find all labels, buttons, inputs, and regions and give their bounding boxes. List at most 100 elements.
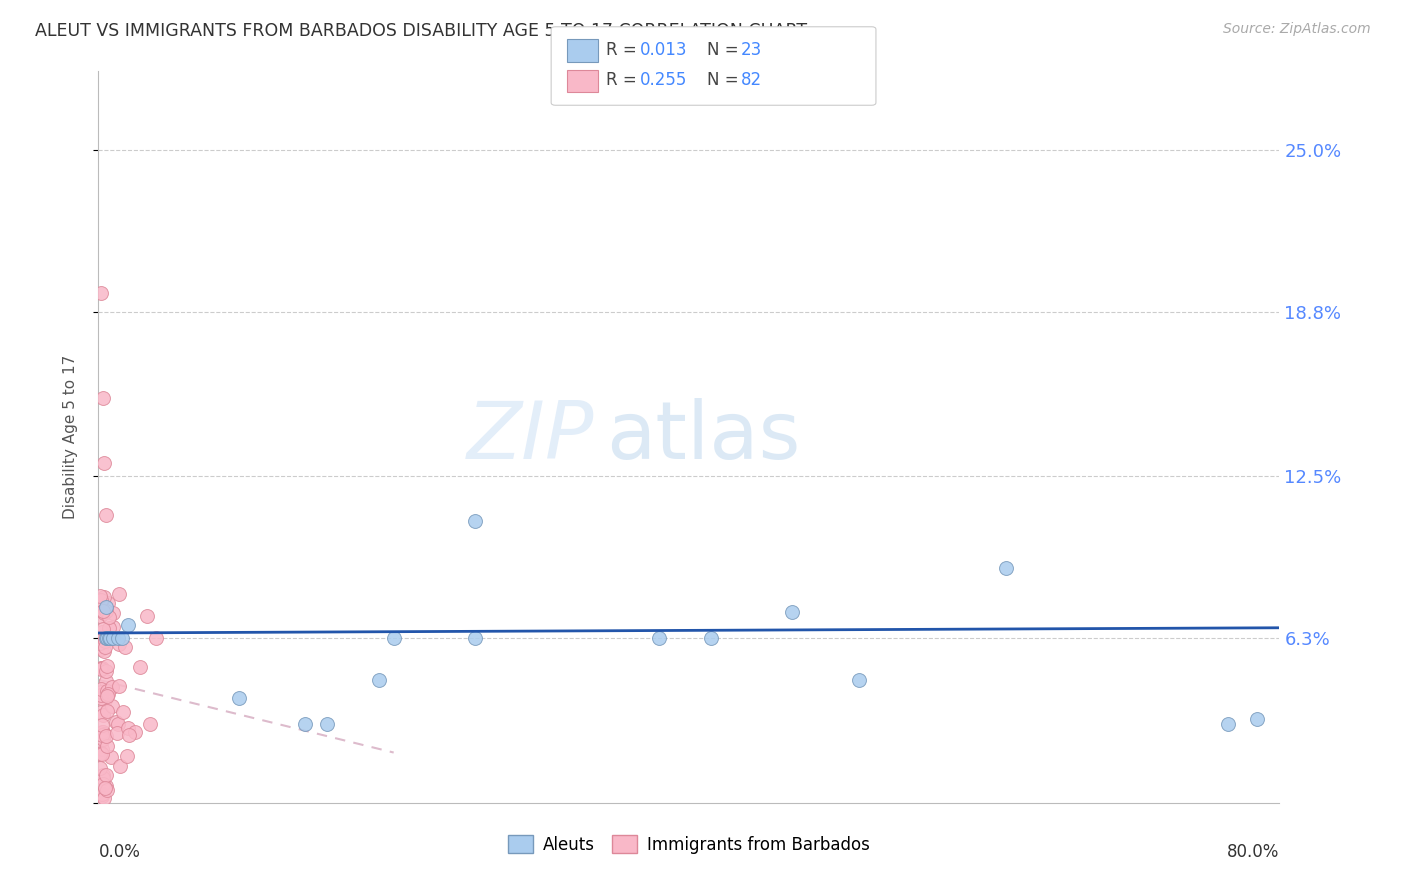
Point [96,689,118,703]
Point [91,724,114,739]
Point [96,658,118,673]
Text: 0.013: 0.013 [640,41,688,59]
Point [94,508,117,523]
Point [90,661,112,675]
Point [93,727,115,741]
Point [129,660,152,674]
Point [848,673,870,687]
Point [91,604,114,618]
Point [91,771,114,785]
Point [94,631,117,645]
Point [90,691,112,706]
Point [114,640,136,655]
Point [91,787,114,801]
Point [89,747,111,761]
Point [93,725,115,739]
Point [91,624,114,639]
Text: 0.0%: 0.0% [98,843,141,861]
Point [93,456,115,470]
Text: ALEUT VS IMMIGRANTS FROM BARBADOS DISABILITY AGE 5 TO 17 CORRELATION CHART: ALEUT VS IMMIGRANTS FROM BARBADOS DISABI… [35,22,807,40]
Point [98,621,121,635]
Point [94,599,117,614]
Point [101,620,124,634]
Point [90,661,112,675]
Point [93,768,115,782]
Point [228,691,250,706]
Point [117,618,139,632]
Point [93,643,115,657]
Point [89,761,111,775]
Point [108,679,131,693]
Point [94,632,117,646]
Text: ZIP: ZIP [467,398,595,476]
Point [90,728,112,742]
Text: N =: N = [707,71,744,89]
Point [94,779,117,793]
Point [108,587,131,601]
Text: 82: 82 [741,71,762,89]
Point [107,632,129,646]
Point [91,777,114,791]
Point [93,732,115,747]
Point [90,789,112,803]
Point [1216,717,1239,731]
Point [97,596,120,610]
Text: 23: 23 [741,41,762,59]
Point [96,704,118,718]
Point [93,634,115,648]
Point [93,640,115,654]
Point [316,717,339,731]
Text: Source: ZipAtlas.com: Source: ZipAtlas.com [1223,22,1371,37]
Point [648,632,671,646]
Point [94,665,117,679]
Point [90,662,112,676]
Point [94,604,117,618]
Text: R =: R = [606,71,643,89]
Point [90,642,112,657]
Point [1246,712,1268,726]
Point [118,728,141,742]
Point [94,781,117,796]
Point [100,750,122,764]
Point [94,729,117,743]
Point [101,606,124,620]
Point [108,758,131,772]
Point [90,705,112,719]
Text: 80.0%: 80.0% [1227,843,1279,861]
Point [294,717,316,731]
Point [96,632,118,646]
Point [117,721,139,735]
Point [108,637,131,651]
Point [90,681,112,696]
Point [89,589,111,603]
Point [90,688,112,702]
Point [90,747,112,761]
Point [995,560,1018,574]
Point [124,725,146,739]
Point [117,749,139,764]
Point [782,605,804,619]
Point [101,698,124,713]
Point [93,727,115,741]
Point [91,741,114,756]
Point [145,631,167,645]
Y-axis label: Disability Age 5 to 17: Disability Age 5 to 17 [63,355,77,519]
Legend: Aleuts, Immigrants from Barbados: Aleuts, Immigrants from Barbados [502,829,876,860]
Point [90,604,112,618]
Point [91,707,114,722]
Point [96,768,118,782]
Text: R =: R = [606,41,643,59]
Point [94,693,117,707]
Point [104,715,127,730]
Point [90,718,112,732]
Point [89,636,111,650]
Point [103,632,125,646]
Point [112,705,135,719]
Point [90,593,112,607]
Point [464,632,486,646]
Text: atlas: atlas [606,398,800,476]
Text: N =: N = [707,41,744,59]
Point [90,286,112,301]
Point [91,622,114,636]
Point [96,739,118,753]
